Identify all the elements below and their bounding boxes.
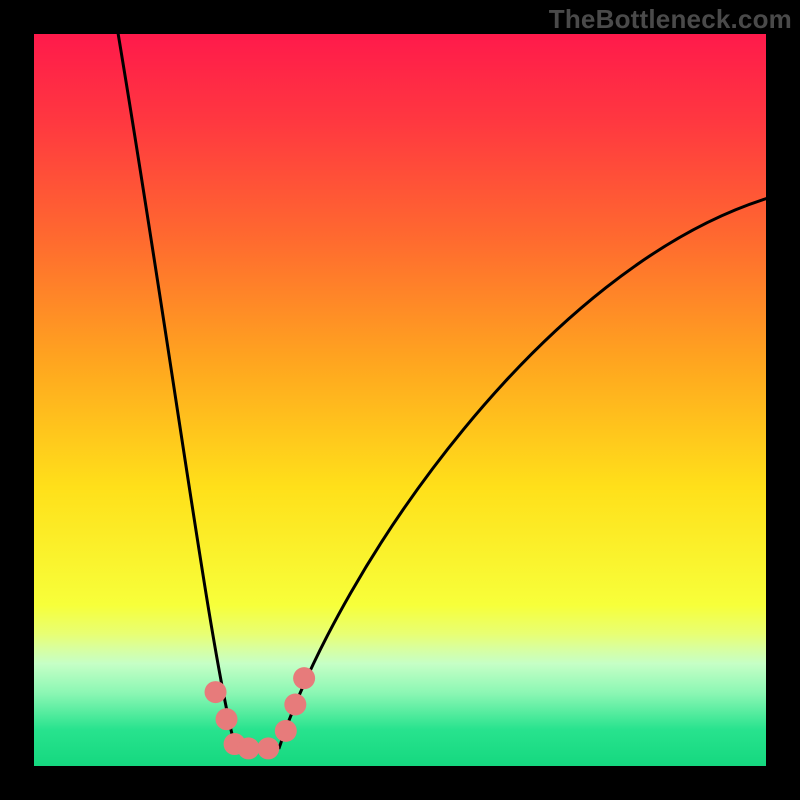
marker-point xyxy=(284,694,306,716)
marker-point xyxy=(216,708,238,730)
watermark-text: TheBottleneck.com xyxy=(549,4,792,35)
plot-svg xyxy=(34,34,766,766)
marker-point xyxy=(257,737,279,759)
chart-frame: TheBottleneck.com xyxy=(0,0,800,800)
gradient-background xyxy=(34,34,766,766)
marker-point xyxy=(293,667,315,689)
marker-point xyxy=(205,681,227,703)
plot-area xyxy=(34,34,766,766)
marker-point xyxy=(237,737,259,759)
marker-point xyxy=(275,720,297,742)
